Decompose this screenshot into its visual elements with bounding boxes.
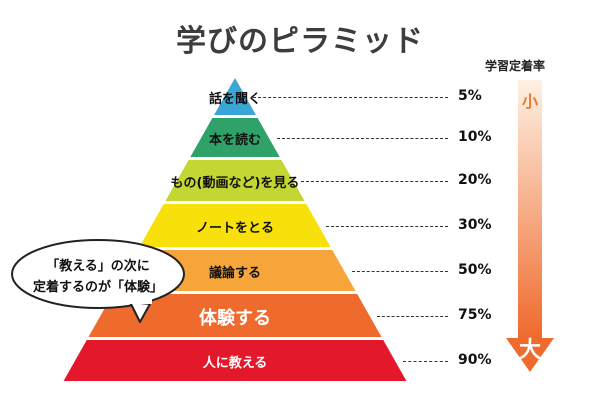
tier-rate-5: 50% <box>458 261 492 278</box>
rate-header: 学習定着率 <box>484 59 545 73</box>
tier-connector-3 <box>300 180 448 182</box>
tier-connector-7 <box>402 360 448 362</box>
tier-rate-7: 90% <box>458 351 492 368</box>
pyramid-tier-6 <box>88 294 382 337</box>
pyramid-tier-2 <box>190 118 280 157</box>
retention-arrow <box>506 80 554 372</box>
bubble-text: 「教える」の次に 定着するのが「体験」 <box>18 256 178 298</box>
tier-rate-3: 20% <box>458 171 492 188</box>
pyramid-tier-1 <box>214 78 256 115</box>
tier-label-4: ノートをとる <box>195 220 274 236</box>
pyramid-tier-3 <box>165 160 305 201</box>
tier-label-5: 議論する <box>208 265 261 281</box>
page-title: 学びのピラミッド <box>176 24 424 59</box>
tier-connector-5 <box>351 270 448 272</box>
tier-connector-4 <box>326 225 448 227</box>
bubble-line-2: 定着するのが「体験」 <box>32 280 163 295</box>
tier-label-7: 人に教える <box>202 355 268 371</box>
tier-label-2: 本を読む <box>208 132 261 148</box>
tier-rate-1: 5% <box>458 87 482 104</box>
pyramid-tier-7 <box>63 340 407 381</box>
arrow-top-label: 小 <box>521 92 538 111</box>
tier-rate-2: 10% <box>458 128 492 145</box>
tier-label-3: もの(動画など)を見る <box>170 175 300 191</box>
tier-connector-1 <box>253 96 448 98</box>
tier-connector-6 <box>377 315 448 317</box>
bubble-line-1: 「教える」の次に <box>46 259 150 274</box>
arrow-bottom-label: 大 <box>518 338 541 363</box>
pyramid-tier-4 <box>139 204 331 247</box>
tier-label-6: 体験する <box>199 307 271 329</box>
tier-rate-4: 30% <box>458 216 492 233</box>
speech-bubble <box>11 239 185 323</box>
tier-label-1: 話を聞く <box>208 91 261 107</box>
tier-rate-6: 75% <box>458 306 492 323</box>
tier-connector-2 <box>276 137 448 139</box>
